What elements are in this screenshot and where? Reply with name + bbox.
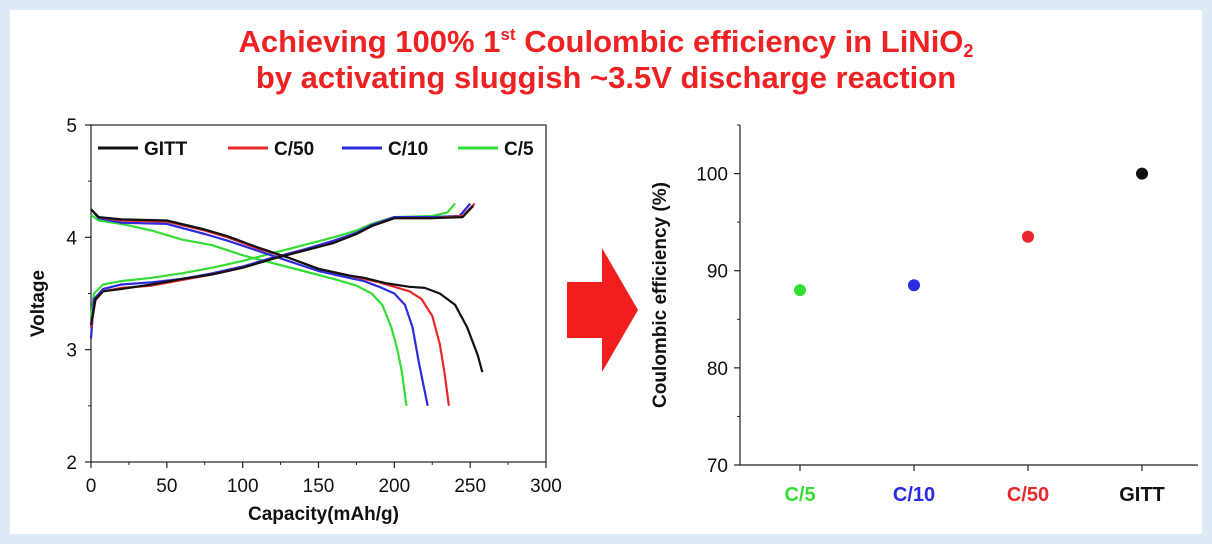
series-line-gitt-discharge: [90, 208, 484, 373]
y-axis-label: Coulombic efficiency (%): [650, 182, 671, 408]
x-axis-label: Capacity(mAh/g): [248, 504, 399, 525]
figure-title: Achieving 100% 1st Coulombic efficiency …: [10, 24, 1202, 96]
y-tick-label: 90: [707, 262, 728, 283]
data-point-c-10: [908, 279, 920, 292]
data-point-c-50: [1022, 230, 1034, 243]
x-tick-label: 100: [227, 476, 259, 497]
x-tick-label: 300: [530, 476, 562, 497]
x-tick-label: 0: [86, 476, 97, 497]
series-line-c-50-discharge: [90, 208, 450, 406]
x-tick-label-gitt: GITT: [1119, 484, 1165, 506]
title-line-1: Achieving 100% 1st Coulombic efficiency …: [10, 24, 1202, 60]
x-tick-label-c-10: C/10: [893, 484, 935, 506]
y-tick-label: 4: [66, 228, 77, 249]
series-line-c-5-discharge: [90, 214, 408, 406]
x-tick-label-c-5: C/5: [784, 484, 815, 506]
coulombic-efficiency-chart: 70 80 90 100 C/5 C/10 C/50 GITT Coulombic effici…: [650, 124, 1198, 506]
series-line-gitt-charge: [89, 205, 474, 326]
title-superscript: st: [500, 25, 516, 44]
legend-label-c-50: C/50: [274, 139, 314, 160]
x-tick-label: 50: [156, 476, 177, 497]
y-tick-label: 2: [66, 453, 77, 474]
x-tick-label: 200: [378, 476, 410, 497]
legend-label-c-10: C/10: [388, 139, 428, 160]
right-arrow-icon: [567, 248, 638, 372]
y-tick-label: 5: [66, 116, 77, 137]
voltage-capacity-chart: 0 50 100 150 200 250 300 2 3 4 5 Capacity(mAh/g) Vol…: [28, 116, 562, 525]
y-tick-label: 100: [696, 165, 728, 186]
y-tick-label: 70: [707, 456, 728, 477]
plot-frame: [90, 124, 547, 463]
legend-label-c-5: C/5: [504, 139, 534, 160]
title-subscript: 2: [963, 41, 974, 61]
y-tick-label: 3: [66, 341, 77, 362]
series-line-c-10-discharge: [90, 208, 429, 407]
data-point-gitt: [1136, 167, 1148, 180]
title-line-2: by activating sluggish ~3.5V discharge r…: [255, 60, 957, 95]
legend-label-gitt: GITT: [144, 139, 188, 160]
x-tick-label-c-50: C/50: [1007, 484, 1049, 506]
y-tick-label: 80: [707, 359, 728, 380]
data-point-c-5: [794, 284, 806, 297]
x-tick-label: 250: [454, 476, 486, 497]
charts-svg: 0 50 100 150 200 250 300 2 3 4 5 Capacity(mAh/g) Vol…: [28, 116, 1198, 525]
title-line-1-part-b: Coulombic efficiency in LiNiO: [515, 24, 964, 59]
y-axis-label: Voltage: [28, 270, 49, 337]
title-line-1-part-a: Achieving 100% 1: [238, 24, 501, 59]
arrow-shape: [567, 248, 638, 372]
figure-panel: Achieving 100% 1st Coulombic efficiency …: [10, 10, 1202, 534]
x-tick-label: 150: [303, 476, 335, 497]
